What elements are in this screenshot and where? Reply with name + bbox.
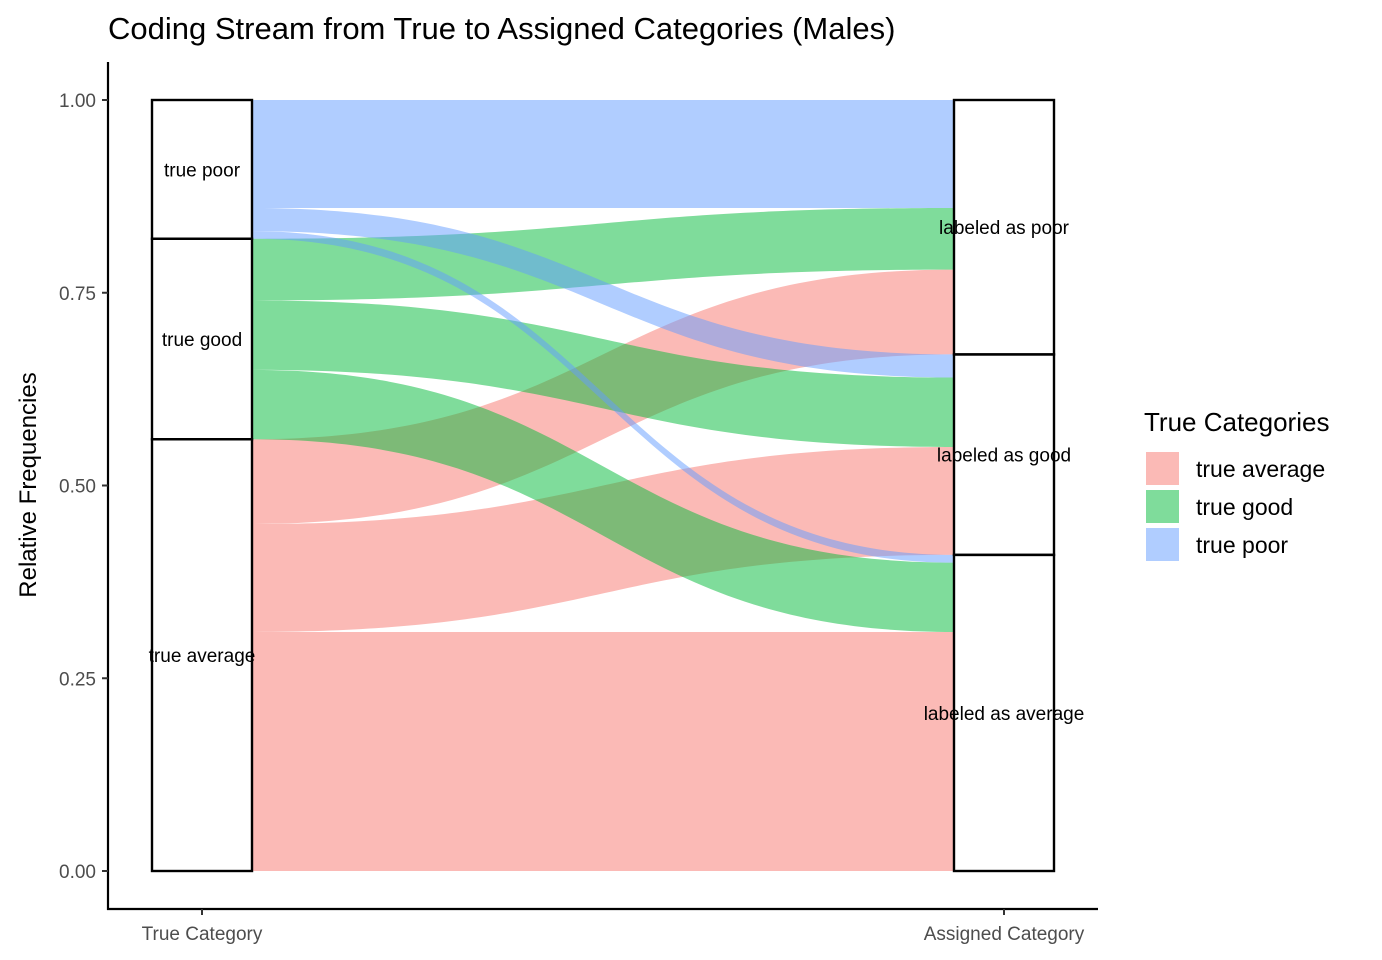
legend-entry-label: true poor (1196, 532, 1288, 558)
assigned-stratum-label: labeled as good (937, 446, 1071, 467)
assigned-stratum-label: labeled as poor (939, 218, 1070, 239)
flow-true-poor-to-labeled-as-poor (252, 100, 954, 208)
axes-layer: 0.00 0.25 0.50 0.75 1.00 True Category Assigne… (59, 62, 1098, 945)
flow-true-poor-to-labeled-as-good (252, 207, 954, 378)
legend-swatch (1146, 528, 1179, 561)
strata-layer: true average true good true poor labeled as… (149, 98, 1085, 873)
flow-true-average-to-labeled-as-good (252, 446, 954, 632)
legend: True Categories true average true good true… (1144, 407, 1329, 561)
legend-entry-label: true average (1196, 456, 1325, 482)
y-tick-label: 0.00 (59, 862, 96, 883)
flow-true-poor-to-labeled-as-average (252, 231, 954, 563)
y-tick-label: 0.75 (59, 284, 96, 305)
flow-true-good-to-labeled-as-average (252, 369, 954, 632)
legend-entry-label: true good (1196, 494, 1293, 520)
y-tick-label: 0.50 (59, 477, 96, 498)
x-tick-label: True Category (142, 924, 263, 945)
flow-true-good-to-labeled-as-good (252, 300, 954, 447)
y-axis-label: Relative Frequencies (15, 372, 42, 597)
true-stratum-true-poor (150, 98, 254, 240)
flows-layer (252, 100, 954, 871)
legend-title: True Categories (1144, 407, 1329, 437)
true-stratum-label: true average (149, 646, 256, 667)
assigned-stratum-labeled-as-poor (952, 98, 1056, 356)
flow-true-average-to-labeled-as-average (252, 631, 954, 871)
chart-title: Coding Stream from True to Assigned Cate… (108, 11, 895, 46)
y-tick-label: 1.00 (59, 91, 96, 112)
y-tick-label: 0.25 (59, 669, 96, 690)
x-tick-label: Assigned Category (924, 924, 1085, 945)
assigned-stratum-label: labeled as average (924, 704, 1085, 725)
true-stratum-label: true good (162, 330, 242, 351)
legend-swatch (1146, 490, 1179, 523)
true-stratum-label: true poor (164, 160, 241, 181)
flow-true-good-to-labeled-as-poor (252, 207, 954, 301)
legend-swatch (1146, 452, 1179, 485)
